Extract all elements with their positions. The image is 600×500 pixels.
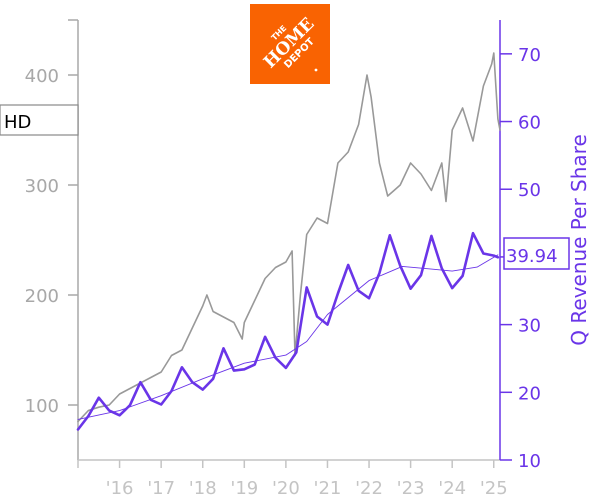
- x-axis-tick-label: '23: [397, 478, 425, 499]
- left-axis-tick-label: 400: [25, 66, 59, 87]
- right-axis-tick-label: 60: [518, 113, 541, 134]
- right-axis-tick-label: 50: [518, 180, 541, 201]
- logo-registered-mark: [314, 68, 318, 72]
- price-line: [77, 52, 501, 423]
- series-layer: [76, 52, 501, 431]
- x-axis-tick-label: '24: [438, 478, 466, 499]
- right-axis-tick-label: 10: [518, 451, 541, 472]
- x-axis-tick-label: '17: [147, 478, 175, 499]
- x-axis-tick-label: '22: [355, 478, 383, 499]
- revenue-trend-line: [77, 254, 499, 420]
- x-axis-tick-label: '18: [189, 478, 217, 499]
- right-axis-tick-label: 70: [518, 45, 541, 66]
- x-axis-tick-label: '19: [230, 478, 258, 499]
- left-axis-tick-label: 300: [25, 176, 59, 197]
- x-axis-tick-label: '20: [272, 478, 300, 499]
- last-value-text: 39.94: [506, 246, 558, 267]
- left-axis-tick-label: 200: [25, 286, 59, 307]
- ticker-box-border: [0, 104, 79, 136]
- right-axis-tick-label: 30: [518, 316, 541, 337]
- right-axis-title: Q Revenue Per Share: [567, 134, 591, 346]
- last-value-callout: 39.94: [503, 237, 570, 270]
- last-value-box: [503, 237, 570, 270]
- axes: 100 200 300 400 '16 '17 '18 '19 '20 '21 '22 '23 '24 '…: [25, 19, 541, 499]
- left-axis-tick-label: 100: [25, 396, 59, 417]
- revenue-per-share-line: [76, 231, 500, 431]
- home-depot-logo: THE HOME DEPOT: [250, 4, 330, 84]
- x-axis-tick-label: '21: [314, 478, 342, 499]
- right-axis-tick-label: 20: [518, 383, 541, 404]
- ticker-box: HD: [0, 104, 79, 136]
- x-axis-tick-label: '16: [106, 478, 134, 499]
- ticker-label: HD: [4, 112, 31, 133]
- x-axis-tick-label: '25: [480, 478, 508, 499]
